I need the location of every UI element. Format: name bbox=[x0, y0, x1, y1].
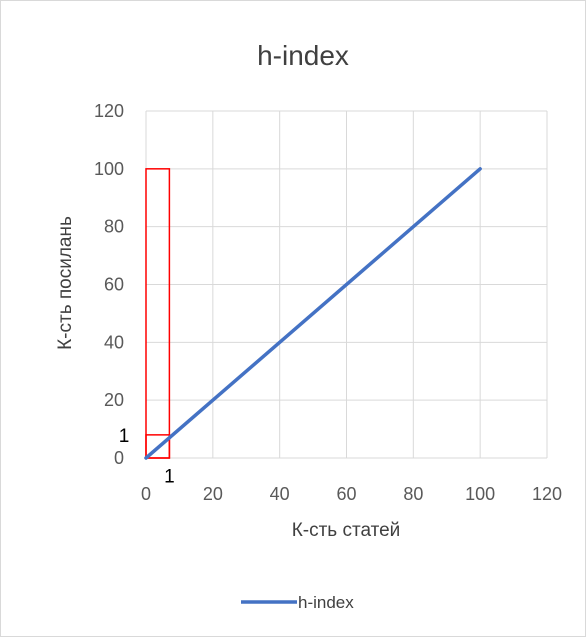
chart-title: h-index bbox=[257, 40, 349, 71]
highlight-layer bbox=[145, 168, 171, 459]
y-tick-label: 60 bbox=[104, 275, 124, 295]
y-axis-label: К-сть посилань bbox=[55, 216, 76, 350]
y-tick-label: 100 bbox=[94, 159, 124, 179]
y-tick-label: 40 bbox=[104, 332, 124, 352]
annotation-label: 1 bbox=[119, 426, 130, 447]
x-tick-label: 80 bbox=[403, 484, 423, 504]
x-tick-label: 100 bbox=[465, 484, 495, 504]
tick-layer: 0 20 40 60 80 100 120 0 20 40 60 80 100 120 bbox=[94, 101, 562, 504]
x-tick-label: 20 bbox=[203, 484, 223, 504]
legend-label-h-index: h-index bbox=[298, 593, 354, 612]
legend: h-index bbox=[241, 593, 354, 612]
y-tick-label: 0 bbox=[114, 448, 124, 468]
x-axis-label: К-сть статей bbox=[292, 520, 401, 541]
x-tick-label: 60 bbox=[336, 484, 356, 504]
y-tick-label: 80 bbox=[104, 217, 124, 237]
series-layer bbox=[144, 167, 482, 460]
x-tick-label: 40 bbox=[270, 484, 290, 504]
highlight-box-1 bbox=[145, 434, 171, 459]
annotation-label: 1 bbox=[164, 466, 175, 487]
x-tick-label: 0 bbox=[141, 484, 151, 504]
x-tick-label: 120 bbox=[532, 484, 562, 504]
y-tick-label: 120 bbox=[94, 101, 124, 121]
annotation-layer: 11 bbox=[119, 426, 175, 487]
y-tick-label: 20 bbox=[104, 390, 124, 410]
series-line-0 bbox=[144, 167, 482, 460]
highlight-box-0 bbox=[145, 168, 171, 459]
